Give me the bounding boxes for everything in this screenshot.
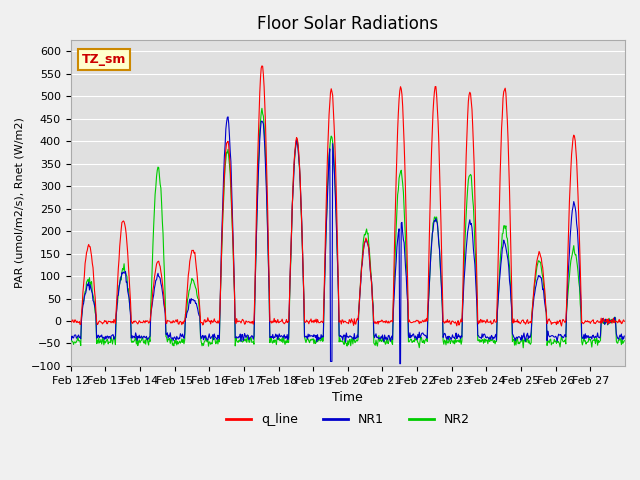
Title: Floor Solar Radiations: Floor Solar Radiations — [257, 15, 438, 33]
Y-axis label: PAR (umol/m2/s), Rnet (W/m2): PAR (umol/m2/s), Rnet (W/m2) — [15, 118, 25, 288]
Text: TZ_sm: TZ_sm — [82, 53, 126, 66]
X-axis label: Time: Time — [332, 391, 364, 404]
Legend: q_line, NR1, NR2: q_line, NR1, NR2 — [221, 408, 475, 432]
